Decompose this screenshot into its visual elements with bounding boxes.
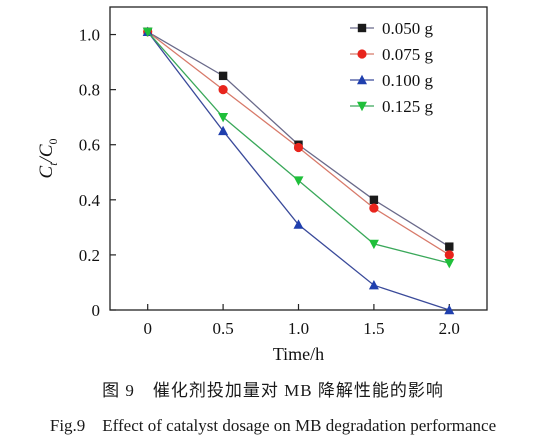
data-point — [445, 242, 454, 251]
series-line-0 — [147, 31, 450, 248]
x-tick-label: 2.0 — [439, 319, 460, 338]
data-point — [218, 112, 229, 123]
y-tick-label: 0.8 — [79, 81, 100, 100]
series-2 — [142, 26, 455, 315]
data-point — [444, 304, 455, 315]
line-chart: 0 0.5 1.0 1.5 2.0 00.20.40.60.81.0 0.050 g0.… — [36, 6, 488, 364]
series-3 — [142, 27, 455, 269]
y-axis-label: Ct/C0 — [36, 139, 60, 179]
legend-entry-0: 0.050 g — [350, 19, 434, 38]
data-point — [293, 176, 304, 186]
y-axis: 0 0.2 0.4 0.6 0.8 1.0 — [79, 26, 116, 320]
legend-label: 0.125 g — [382, 97, 434, 116]
data-point — [369, 195, 379, 205]
y-tick-label: 0.4 — [79, 191, 101, 210]
legend-entry-1: 0.075 g — [350, 45, 434, 64]
data-point — [218, 71, 228, 81]
y-tick-label: 1.0 — [79, 26, 100, 45]
series-layer — [142, 26, 455, 315]
y-tick-label: 0.6 — [79, 136, 100, 155]
data-point — [369, 203, 379, 213]
data-point — [218, 85, 228, 95]
legend-label: 0.100 g — [382, 71, 434, 90]
data-point — [218, 125, 229, 136]
legend-entry-3: 0.125 g — [350, 97, 434, 116]
data-point — [293, 142, 304, 153]
figure-caption-chinese: 图 9 催化剂投加量对 MB 降解性能的影响 — [102, 381, 444, 400]
legend-label: 0.075 g — [382, 45, 434, 64]
data-point — [142, 27, 153, 37]
y-axis-label-sep: /C — [36, 144, 57, 163]
figure-caption-english: Fig.9 Effect of catalyst dosage on MB de… — [49, 416, 497, 435]
y-tick-label: 0.2 — [79, 246, 100, 265]
data-point — [444, 258, 455, 269]
x-tick-label: 0.5 — [212, 319, 233, 338]
data-point — [444, 250, 454, 260]
legend-marker — [357, 74, 367, 85]
legend-marker — [357, 49, 367, 59]
y-axis-label-main: C — [36, 165, 57, 178]
y-axis-label-sub2: 0 — [46, 139, 60, 145]
data-point — [368, 280, 379, 290]
x-tick-label: 0 — [143, 319, 152, 338]
x-axis: 0 0.5 1.0 1.5 2.0 — [143, 304, 460, 338]
legend-entry-2: 0.100 g — [350, 71, 434, 90]
legend-marker — [357, 23, 367, 33]
x-tick-label: 1.0 — [288, 319, 309, 338]
y-axis-label-sub1: t — [46, 162, 60, 166]
x-axis-label: Time/h — [273, 344, 324, 364]
legend-label: 0.050 g — [382, 19, 434, 38]
legend-marker — [357, 101, 367, 112]
data-point — [293, 219, 304, 229]
data-point — [368, 239, 379, 250]
legend: 0.050 g 0.075 g 0.100 g 0.125 g — [350, 19, 434, 116]
x-tick-label: 1.5 — [363, 319, 384, 338]
y-tick-label: 0 — [92, 301, 101, 320]
